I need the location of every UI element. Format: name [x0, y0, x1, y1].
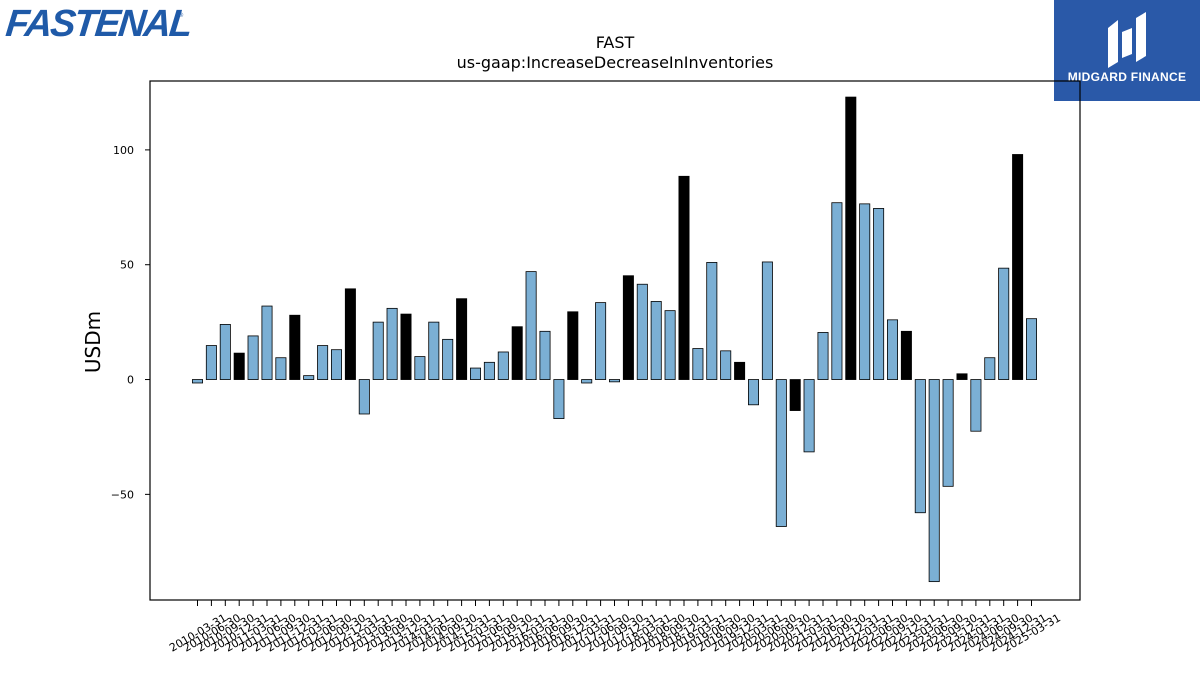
bar-2022-09-30: [887, 319, 899, 380]
bar-2019-09-30: [720, 350, 732, 380]
bar-2016-03-31: [525, 271, 537, 380]
bar-2022-06-30: [873, 208, 885, 380]
bar-2024-03-31: [970, 379, 982, 432]
bar-2012-09-30: [330, 349, 342, 380]
bar-2016-06-30: [539, 330, 551, 380]
plot-frame: [149, 80, 1081, 601]
y-tick-label: 0: [127, 374, 134, 387]
bar-2019-06-30: [706, 262, 718, 380]
bar-2018-12-31: [678, 175, 690, 380]
bar-2013-03-31: [358, 379, 370, 415]
midgard-finance-label: MIDGARD FINANCE: [1067, 70, 1187, 84]
bar-2025-03-31: [1026, 318, 1038, 380]
bar-2014-12-31: [456, 298, 468, 380]
bar-2020-06-30: [761, 261, 773, 380]
bar-2010-03-31: [191, 379, 203, 384]
bar-2020-09-30: [775, 379, 787, 527]
y-axis: −50 0 50 100: [111, 144, 150, 501]
bar-2018-03-31: [636, 283, 648, 380]
bar-2013-09-30: [386, 307, 398, 380]
registered-mark: ®: [178, 12, 184, 19]
bar-2010-09-30: [219, 324, 231, 380]
bar-2017-09-30: [609, 379, 621, 383]
bar-2015-06-30: [483, 361, 495, 380]
bar-2017-03-31: [581, 379, 593, 384]
bar-2012-03-31: [303, 375, 315, 380]
y-axis-label: USDm: [81, 311, 105, 373]
bar-2021-03-31: [803, 379, 815, 453]
bar-2022-12-31: [900, 330, 912, 380]
bar-2016-12-31: [567, 311, 579, 380]
bar-2017-12-31: [622, 275, 634, 380]
bar-2011-03-31: [247, 335, 259, 380]
chart-subtitle: us-gaap:IncreaseDecreaseInInventories: [457, 53, 774, 72]
bars-group: [191, 96, 1038, 583]
bar-2014-09-30: [442, 338, 454, 380]
bar-2011-09-30: [275, 357, 287, 380]
bar-2023-12-31: [956, 373, 968, 380]
bar-2014-06-30: [428, 321, 440, 380]
bar-2021-12-31: [845, 96, 857, 380]
bar-2012-06-30: [317, 345, 329, 380]
y-tick-label: 100: [113, 144, 134, 157]
x-axis: 2010-03-312010-06-302010-09-302010-12-31…: [167, 600, 1063, 655]
bar-2015-03-31: [469, 367, 481, 380]
bar-2021-06-30: [817, 332, 829, 380]
bar-2020-12-31: [789, 379, 801, 411]
bar-2021-09-30: [831, 202, 843, 380]
bar-2023-09-30: [942, 379, 954, 487]
fastenal-logo: FASTENAL ®: [4, 2, 193, 46]
bar-2011-12-31: [289, 314, 301, 380]
bar-2018-06-30: [650, 301, 662, 380]
bar-2024-06-30: [984, 357, 996, 380]
bar-2010-06-30: [205, 345, 217, 380]
bar-2017-06-30: [595, 302, 607, 380]
bar-2014-03-31: [414, 356, 426, 380]
bar-2024-12-31: [1012, 154, 1024, 380]
y-tick-label: 50: [120, 259, 134, 272]
bar-2015-12-31: [511, 326, 523, 380]
y-tick-label: −50: [111, 488, 134, 501]
bar-2012-12-31: [344, 288, 356, 380]
bar-2020-03-31: [748, 379, 760, 406]
bar-2024-09-30: [998, 267, 1010, 380]
bar-2022-03-31: [859, 203, 871, 380]
bar-2019-12-31: [734, 361, 746, 380]
bar-2015-09-30: [497, 351, 509, 380]
bar-2010-12-31: [233, 352, 245, 380]
bar-2023-06-30: [928, 379, 940, 583]
bar-2013-06-30: [372, 321, 384, 380]
chart-title: FAST: [596, 33, 635, 52]
bar-2016-09-30: [553, 379, 565, 419]
bar-2019-03-31: [692, 348, 704, 380]
bar-2011-06-30: [261, 305, 273, 380]
bar-2013-12-31: [400, 313, 412, 380]
midgard-finance-badge: MIDGARD FINANCE: [1054, 0, 1200, 101]
midgard-logo-icon: [1108, 12, 1146, 68]
bar-2023-03-31: [914, 379, 926, 514]
bar-2018-09-30: [664, 310, 676, 380]
